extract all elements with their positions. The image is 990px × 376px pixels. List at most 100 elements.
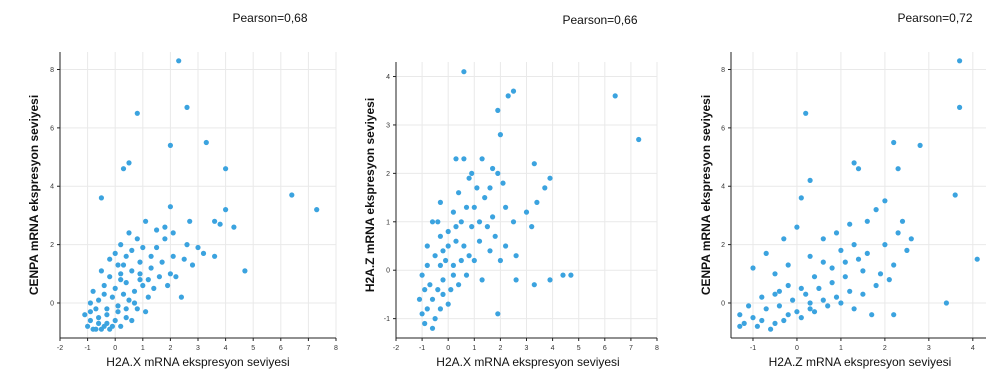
x-tick-label: 5 <box>577 345 581 352</box>
x-tick-label: 1 <box>839 345 843 352</box>
scatter-point <box>422 287 428 293</box>
scatter-point <box>776 288 783 294</box>
x-tick-label: 1 <box>472 345 476 352</box>
x-tick-label: 2 <box>498 345 502 352</box>
scatter-point <box>429 219 436 225</box>
scatter-point <box>476 238 483 244</box>
y-tick-label: 8 <box>50 67 54 74</box>
scatter-point <box>148 265 154 271</box>
scatter-point <box>148 253 154 259</box>
scatter-point <box>419 272 425 278</box>
scatter-point <box>490 165 496 172</box>
y-tick-label: 0 <box>50 300 54 307</box>
scatter-point <box>497 132 503 138</box>
x-tick-label: 7 <box>629 345 633 352</box>
scatter-point <box>120 166 127 172</box>
scatter-point <box>189 262 196 268</box>
scatter-point <box>895 230 901 236</box>
scatter-point <box>750 265 756 271</box>
scatter-point <box>479 156 485 162</box>
x-tick-label: 6 <box>279 345 283 352</box>
y-tick-label: 0 <box>386 268 390 275</box>
y-axis-label: CENPA mRNA ekspresyon seviyesi <box>699 95 713 295</box>
scatter-point <box>503 243 509 249</box>
scatter-point <box>118 242 124 248</box>
scatter-point <box>904 247 910 253</box>
scatter-point <box>943 300 950 306</box>
scatter-point <box>450 209 456 215</box>
scatter-point <box>495 107 501 113</box>
scatter-point <box>458 219 464 225</box>
scatter-point <box>437 199 443 205</box>
scatter-point <box>855 256 862 262</box>
scatter-panel-cenpa-vs-h2ax: -2 -1 0 1 2 3 4 5 6 7 8 0 2 4 6 8 Pearson=0,68 CENPA mR… <box>27 11 338 369</box>
scatter-point <box>957 58 963 64</box>
scatter-point <box>772 320 778 326</box>
scatter-point <box>479 277 485 283</box>
scatter-point <box>445 243 451 249</box>
scatter-point <box>450 272 456 278</box>
scatter-point <box>109 323 115 329</box>
scatter-point <box>469 224 475 230</box>
scatter-point <box>750 315 756 321</box>
y-tick-label: 2 <box>50 242 54 249</box>
scatter-point <box>746 303 752 309</box>
scatter-point <box>93 306 99 312</box>
scatter-point <box>811 274 818 280</box>
scatter-point <box>503 204 509 210</box>
scatter-point <box>568 272 574 278</box>
scatter-point <box>167 204 173 210</box>
scatter-point <box>957 104 963 110</box>
scatter-point <box>112 250 118 256</box>
scatter-point <box>547 175 553 181</box>
scatter-point <box>289 192 295 198</box>
scatter-point <box>101 282 107 289</box>
scatter-point <box>184 242 190 248</box>
scatter-point <box>794 309 800 315</box>
scatter-point <box>636 136 642 143</box>
scatter-point <box>891 139 897 146</box>
scatter-point <box>505 93 511 99</box>
scatter-point <box>101 291 107 297</box>
scatter-point <box>531 161 537 167</box>
scatter-point <box>424 243 430 249</box>
scatter-point <box>217 221 223 227</box>
scatter-point <box>864 250 870 256</box>
scatter-point <box>860 291 866 297</box>
scatter-panel-h2az-vs-h2ax: -2 -1 0 1 2 3 4 5 6 7 8 -1 0 1 2 3 4 Pearson=0,66 H2A.Z … <box>363 13 659 369</box>
scatter-point <box>798 285 804 291</box>
scatter-point <box>429 296 436 302</box>
scatter-point <box>891 262 897 268</box>
scatter-point <box>759 294 765 300</box>
scatter-point <box>895 166 901 172</box>
x-tick-label: 4 <box>551 345 555 352</box>
scatter-point <box>531 282 537 288</box>
scatter-point <box>87 317 93 324</box>
scatter-point <box>104 306 110 312</box>
scatter-point <box>487 185 493 191</box>
x-tick-label: -2 <box>393 345 399 352</box>
scatter-point <box>427 282 433 288</box>
scatter-point <box>820 259 826 265</box>
scatter-point <box>500 180 506 186</box>
y-tick-label: 2 <box>386 171 390 178</box>
scatter-point <box>134 236 140 242</box>
scatter-point <box>781 317 787 324</box>
x-tick-label: 3 <box>196 345 200 352</box>
scatter-point <box>231 224 237 230</box>
y-tick-label: 6 <box>721 125 725 132</box>
scatter-point <box>115 262 121 268</box>
scatter-point <box>212 253 218 259</box>
scatter-point <box>497 257 503 264</box>
scatter-point <box>790 297 796 303</box>
scatter-point <box>90 288 96 294</box>
scatter-point <box>510 88 517 94</box>
scatter-point <box>851 242 857 248</box>
scatter-point <box>422 320 428 327</box>
scatter-point <box>203 139 209 146</box>
scatter-point <box>794 224 800 230</box>
scatter-point <box>471 257 477 264</box>
scatter-point <box>419 311 425 317</box>
x-tick-label: 5 <box>251 345 255 352</box>
x-axis-label: H2A.X mRNA ekspresyon seviyesi <box>106 355 289 369</box>
